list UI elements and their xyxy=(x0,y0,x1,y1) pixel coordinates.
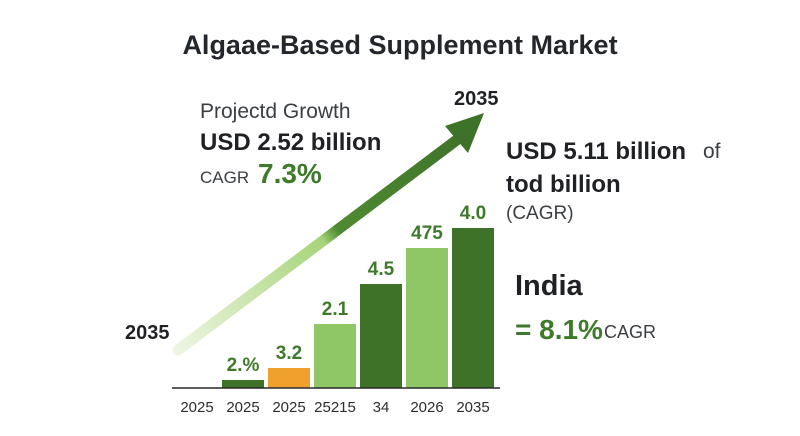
bar xyxy=(452,228,494,388)
bar-value-label: 2.% xyxy=(227,355,260,376)
projected-growth-label: Projectd Growth xyxy=(200,100,351,123)
x-tick-label: 2025 xyxy=(272,399,305,416)
bar-value-label: 4.5 xyxy=(368,259,395,280)
bar xyxy=(360,284,402,388)
left-year-label: 2035 xyxy=(125,322,170,344)
x-tick-label: 2025 xyxy=(226,399,259,416)
india-cagr-label: CAGR xyxy=(604,322,657,342)
x-tick-label: 25215 xyxy=(314,399,356,416)
bar xyxy=(406,248,448,388)
chart-title: Algaae-Based Supplement Market xyxy=(182,30,618,60)
projected-cagr-value: 7.3% xyxy=(258,158,322,189)
india-label: India xyxy=(515,270,583,302)
x-tick-label: 2035 xyxy=(456,399,489,416)
arrow-year-label: 2035 xyxy=(454,88,499,110)
right-note-value: USD 5.11 billion xyxy=(506,138,687,165)
projected-cagr-label: CAGR xyxy=(200,168,250,187)
x-tick-label: 2025 xyxy=(180,399,213,416)
bar-value-label: 475 xyxy=(411,223,443,244)
x-tick-label: 2026 xyxy=(410,399,443,416)
bar xyxy=(222,380,264,388)
right-note-cagr: (CAGR) xyxy=(506,203,574,224)
projected-growth-value: USD 2.52 billion xyxy=(200,129,382,156)
bar xyxy=(314,324,356,388)
bar-value-label: 2.1 xyxy=(322,299,349,320)
bar-value-label: 3.2 xyxy=(276,343,302,364)
right-note-line2: tod billion xyxy=(506,171,621,198)
bar-value-label: 4.0 xyxy=(460,203,486,224)
x-tick-label: 34 xyxy=(373,399,390,416)
india-cagr-value: = 8.1% xyxy=(515,314,603,345)
bar xyxy=(268,368,310,388)
right-note-suffix: of xyxy=(703,140,721,163)
trend-arrow-head xyxy=(445,113,484,153)
trend-arrow-shaft xyxy=(172,130,468,356)
